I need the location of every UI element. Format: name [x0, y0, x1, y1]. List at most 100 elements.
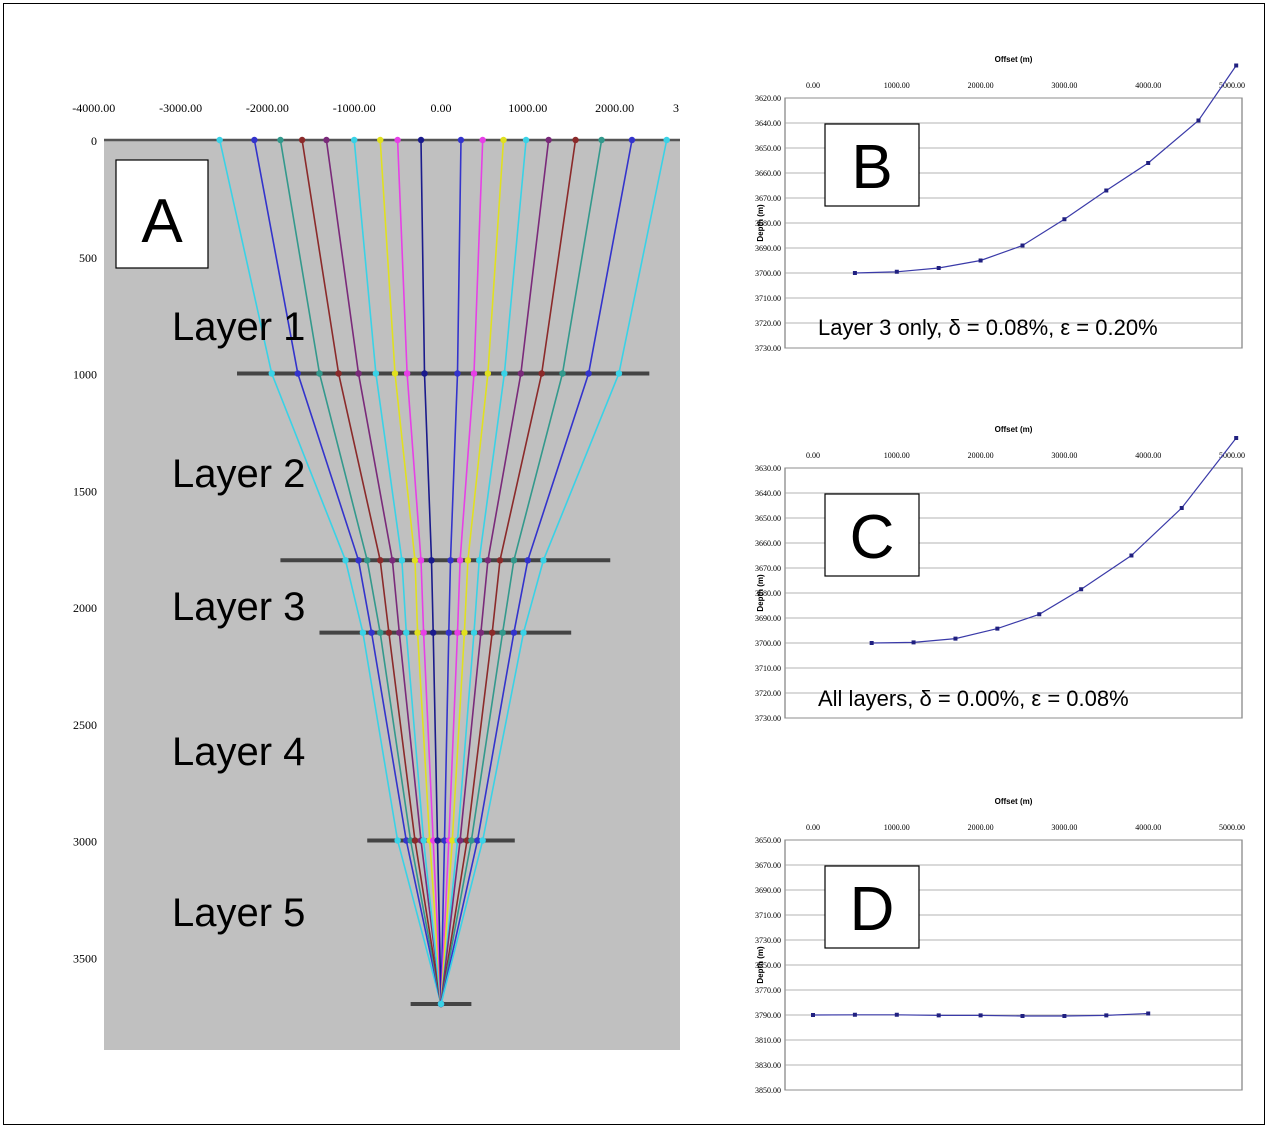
panel-b-data-point	[894, 269, 899, 274]
panel-a-ray-point	[268, 370, 275, 377]
panel-a-ray-point	[396, 629, 403, 636]
panel-a-ray-point	[449, 837, 456, 844]
panel-a-ray-point	[389, 557, 396, 564]
panel-a-ray-path	[396, 139, 442, 1005]
panel-c-y-tick-label: 3690.00	[755, 614, 781, 623]
panel-d-data-point	[1020, 1014, 1025, 1018]
panel-d-label-box	[824, 865, 920, 949]
panel-a-ray-point	[414, 629, 421, 636]
panel-d-x-tick-label: 1000.00	[884, 823, 910, 832]
panel-a-ray-point	[372, 370, 380, 377]
panel-a-y-tick-label: 1500	[73, 484, 97, 498]
panel-c-y-tick-label: 3730.00	[755, 714, 781, 723]
panel-a-ray-point	[517, 370, 525, 377]
panel-a-ray-path	[440, 139, 668, 1005]
panel-c-y-axis-label: Depth (m)	[756, 574, 765, 612]
panel-c-title: Offset (m)	[995, 425, 1033, 434]
panel-a-ray-point	[479, 837, 486, 844]
panel-a-ray-point	[489, 629, 496, 636]
panel-b-data-point	[936, 266, 941, 270]
panel-a-ray-point	[377, 557, 384, 564]
panel-a-ray-point	[377, 629, 384, 636]
panel-a-ray-point	[501, 370, 508, 377]
panel-d-data-point	[852, 1012, 857, 1017]
panel-a-ray-point	[470, 629, 478, 636]
panel-c-data-point	[953, 636, 958, 641]
panel-c-y-tick-label: 3630.00	[755, 464, 781, 473]
panel-a-ray-point	[615, 370, 623, 377]
panel-d-title: Offset (m)	[995, 797, 1033, 806]
panel-c-y-tick-label: 3670.00	[755, 564, 781, 573]
panel-b-x-tick-label: 1000.00	[884, 81, 910, 90]
panel-c-x-tick-label: 3000.00	[1051, 451, 1077, 460]
panel-a: -4000.00 -3000.00 -2000.00 -1000.00 0.00 1000…	[72, 101, 680, 1050]
panel-a-ray-point	[429, 629, 437, 636]
panel-a-ray-point	[342, 557, 349, 564]
panel-a-layer-label: Layer 1	[172, 305, 305, 349]
panel-c-data-point	[1129, 553, 1134, 558]
panel-c-y-tick-label: 3660.00	[755, 539, 781, 548]
panel-b-title: Offset (m)	[995, 55, 1033, 64]
panel-d-y-axis-label: Depth (m)	[756, 946, 765, 984]
panel-d-y-tick-label: 3730.00	[755, 936, 781, 945]
panel-b-x-tick-label: 3000.00	[1051, 81, 1077, 90]
panel-b-data-point	[1020, 243, 1025, 248]
panel-b-x-tick-label: 4000.00	[1135, 81, 1161, 90]
panel-a-x-tick-label: -1000.00	[333, 101, 376, 115]
panel-a-ray-point	[411, 837, 419, 844]
panel-b-y-tick-label: 3640.00	[755, 119, 781, 128]
panel-a-ray-point	[474, 837, 481, 844]
panel-a-ray-point	[454, 370, 461, 377]
panel-a-ray-point	[394, 136, 401, 144]
panel-c-x-tick-label: 1000.00	[884, 451, 910, 460]
panel-a-ray-point	[355, 370, 362, 377]
panel-a-ray-path	[379, 139, 442, 1005]
panel-a-ray-point	[628, 136, 636, 144]
panel-a-ray-point	[524, 557, 531, 564]
panel-a-ray-path	[325, 139, 442, 1005]
panel-d-x-tick-label: 0.00	[806, 823, 820, 832]
panel-d-y-tick-label: 3830.00	[755, 1061, 781, 1070]
panel-d-y-tick-label: 3770.00	[755, 986, 781, 995]
panel-a-y-tick-label: 0	[91, 134, 97, 148]
panel-c-x-tick-label: 2000.00	[968, 451, 994, 460]
panel-c-x-tick-label: 0.00	[806, 451, 820, 460]
panel-b-x-tick-label: 2000.00	[968, 81, 994, 90]
panel-c-data-point	[1179, 506, 1184, 510]
panel-a-ray-point	[477, 629, 485, 636]
panel-c-data-point	[1079, 587, 1084, 592]
panel-a-ray-point	[457, 136, 465, 144]
panel-a-ray-point	[421, 370, 428, 377]
panel-c-y-tick-label: 3650.00	[755, 514, 781, 523]
panel-a-ray-point	[411, 557, 419, 564]
panel-d-data-point	[1062, 1014, 1067, 1018]
panel-a-ray-point	[464, 557, 472, 564]
panel-a-ray-path	[253, 139, 442, 1005]
panel-b-y-tick-label: 3650.00	[755, 144, 781, 153]
panel-a-x-tick-label: -4000.00	[72, 101, 115, 115]
panel-c-data-point	[911, 640, 916, 645]
panel-a-ray-point	[468, 837, 475, 844]
panel-b-data-point	[1062, 217, 1067, 222]
panel-c-data-point	[869, 641, 874, 645]
panel-a-ray-path	[440, 139, 462, 1005]
panel-a-ray-path	[440, 139, 527, 1005]
panel-a-layer-label: Layer 2	[172, 452, 305, 496]
panel-b-y-tick-label: 3720.00	[755, 319, 781, 328]
panel-d-x-tick-label: 5000.00	[1219, 823, 1245, 832]
panel-c-x-tick-label: 5000.00	[1219, 451, 1245, 460]
panel-b-y-axis-label: Depth (m)	[756, 204, 765, 242]
panel-d-y-tick-label: 3790.00	[755, 1011, 781, 1020]
panel-a-layer-label: Layer 4	[172, 730, 305, 774]
panel-a-ray-point	[496, 557, 504, 564]
panel-a-y-tick-label: 500	[79, 251, 97, 265]
panel-b-label-box	[824, 123, 920, 207]
panel-a-y-tick-label: 2500	[73, 718, 97, 732]
panel-a-ray-path	[279, 139, 442, 1005]
panel-a-ray-point	[277, 136, 284, 144]
panel-b-x-tick-label: 5000.00	[1219, 81, 1245, 90]
panel-d-data-point	[1104, 1013, 1109, 1018]
panel-a-ray-path	[301, 139, 442, 1005]
panel-a-ray-path	[440, 139, 633, 1005]
